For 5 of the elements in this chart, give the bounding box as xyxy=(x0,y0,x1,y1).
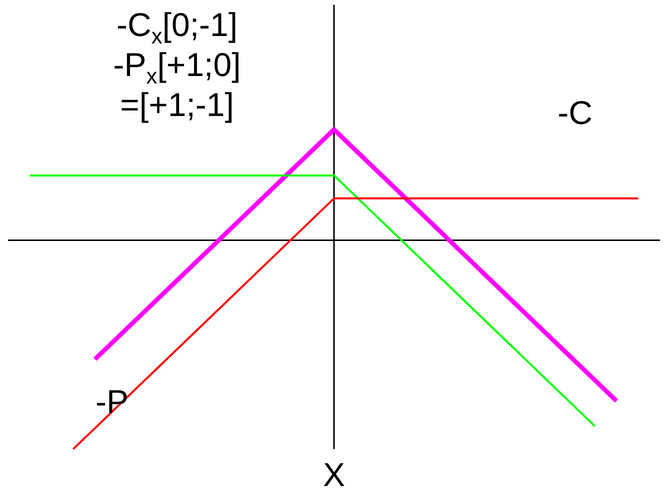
text: -C$_{x}$[0;-1] xyxy=(116,6,238,49)
text: =[+1;-1] xyxy=(120,86,234,123)
x-axis-title: X xyxy=(322,456,346,493)
annotation: -C xyxy=(558,94,592,131)
text: -P$_{x}$[+1;0] xyxy=(113,46,241,89)
